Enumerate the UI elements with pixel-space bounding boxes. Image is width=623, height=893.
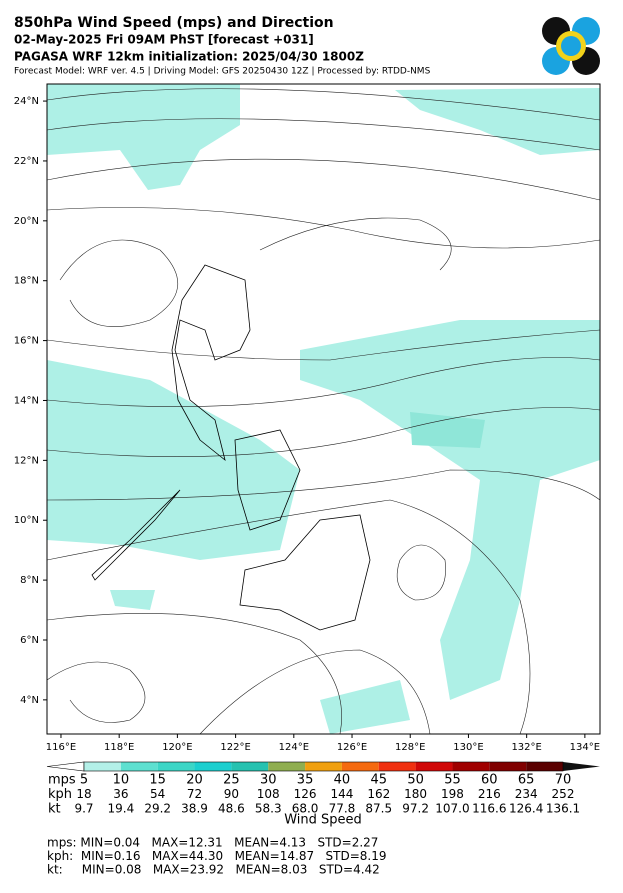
stats-line: kph: MIN=0.16 MAX=44.30 MEAN=14.87 STD=8…	[47, 849, 387, 863]
lat-tick-label: 14°N	[14, 395, 39, 406]
colorbar-value: 234	[515, 787, 538, 801]
colorbar-value: 5	[80, 773, 88, 788]
lat-tick-label: 24°N	[14, 96, 39, 107]
model: Forecast Model: WRF ver. 4.5 | Driving M…	[14, 67, 431, 77]
stronger-patch	[410, 412, 485, 448]
subtitle: 02-May-2025 Fri 09AM PhST [forecast +031…	[14, 33, 314, 47]
colorbar-segment	[194, 762, 232, 771]
lon-tick-label: 124°E	[279, 742, 309, 753]
lon-tick-label: 134°E	[570, 742, 600, 753]
colorbar-value: 126	[294, 787, 317, 801]
colorbar-value: 68.0	[292, 802, 319, 816]
stats-line: kt: MIN=0.08 MAX=23.92 MEAN=8.03 STD=4.4…	[47, 863, 380, 877]
colorbar-value: 48.6	[218, 802, 245, 816]
lon-tick-label: 122°E	[220, 742, 250, 753]
colorbar-value: 77.8	[329, 802, 356, 816]
colorbar-value: 107.0	[435, 802, 469, 816]
colorbar-segment	[231, 762, 269, 771]
lat-tick-label: 4°N	[20, 695, 39, 706]
colorbar-value: 19.4	[107, 802, 134, 816]
map-frame	[46, 83, 601, 735]
unit-label: mps	[48, 773, 76, 788]
colorbar-value: 18	[76, 787, 91, 801]
title: 850hPa Wind Speed (mps) and Direction	[14, 15, 334, 31]
colorbar-value: 50	[407, 773, 424, 788]
colorbar-value: 136.1	[546, 802, 580, 816]
colorbar-value: 144	[330, 787, 353, 801]
streamlines	[47, 88, 600, 734]
colorbar-segment	[378, 762, 416, 771]
colorbar-value: 40	[334, 773, 351, 788]
colorbar-value: 180	[404, 787, 427, 801]
colorbar-value: 15	[149, 773, 166, 788]
colorbar-value: 87.5	[365, 802, 392, 816]
colorbar-value: 9.7	[74, 802, 93, 816]
colorbar-value: 38.9	[181, 802, 208, 816]
colorbar-segment	[120, 762, 158, 771]
colorbar-value: 252	[552, 787, 575, 801]
colorbar-frame	[83, 761, 564, 772]
colorbar-value: 60	[481, 773, 498, 788]
colorbar-segment	[268, 762, 306, 771]
lat-tick-label: 16°N	[14, 336, 39, 347]
lon-tick-label: 128°E	[395, 742, 425, 753]
lat-tick-label: 12°N	[14, 455, 39, 466]
colorbar-segment	[84, 762, 121, 771]
unit-label: kt	[48, 802, 61, 817]
lat-tick-label: 6°N	[20, 635, 39, 646]
colorbar-label: Wind Speed	[284, 813, 362, 828]
colorbar-extend-high	[563, 762, 600, 771]
colorbar-value: 162	[367, 787, 390, 801]
logo	[542, 17, 600, 75]
colorbar-value: 70	[555, 773, 572, 788]
colorbar-value: 30	[260, 773, 277, 788]
lat-tick-label: 18°N	[14, 276, 39, 287]
colorbar-value: 65	[518, 773, 535, 788]
lon-tick-label: 116°E	[46, 742, 76, 753]
colorbar-value: 198	[441, 787, 464, 801]
colorbar-segment	[305, 762, 342, 771]
unit-label: kph	[48, 787, 72, 802]
colorbar-value: 97.2	[402, 802, 429, 816]
lon-tick-label: 132°E	[511, 742, 541, 753]
colorbar-value: 25	[223, 773, 240, 788]
colorbar-value: 72	[187, 787, 202, 801]
colorbar-value: 216	[478, 787, 501, 801]
lat-tick-label: 8°N	[20, 575, 39, 586]
colorbar-segment	[341, 762, 379, 771]
colorbar-segment	[489, 762, 527, 771]
colorbar-extend-low	[46, 761, 85, 772]
colorbar-segment	[415, 762, 453, 771]
colorbar-value: 29.2	[144, 802, 171, 816]
colorbar-value: 108	[257, 787, 280, 801]
coastline	[91, 264, 371, 631]
colorbar-value: 58.3	[255, 802, 282, 816]
lon-tick-label: 120°E	[162, 742, 192, 753]
colorbar-value: 116.6	[472, 802, 506, 816]
colorbar-segment	[157, 762, 195, 771]
colorbar-segment	[452, 762, 490, 771]
colorbar-value: 35	[297, 773, 314, 788]
wind-patches	[47, 84, 600, 734]
lon-tick-label: 130°E	[453, 742, 483, 753]
lon-tick-label: 118°E	[104, 742, 134, 753]
lat-tick-label: 22°N	[14, 156, 39, 167]
lat-tick-label: 20°N	[14, 216, 39, 227]
init: PAGASA WRF 12km initialization: 2025/04/…	[14, 50, 364, 64]
colorbar-value: 126.4	[509, 802, 543, 816]
colorbar-value: 20	[186, 773, 203, 788]
colorbar-value: 45	[370, 773, 387, 788]
colorbar-segment	[526, 762, 563, 771]
colorbar-value: 54	[150, 787, 165, 801]
map-body	[47, 84, 600, 734]
colorbar-value: 55	[444, 773, 461, 788]
colorbar-value: 36	[113, 787, 128, 801]
colorbar-value: 90	[224, 787, 239, 801]
lat-tick-label: 10°N	[14, 515, 39, 526]
colorbar-value: 10	[113, 773, 130, 788]
stats-line: mps: MIN=0.04 MAX=12.31 MEAN=4.13 STD=2.…	[47, 836, 378, 850]
lon-tick-label: 126°E	[337, 742, 367, 753]
